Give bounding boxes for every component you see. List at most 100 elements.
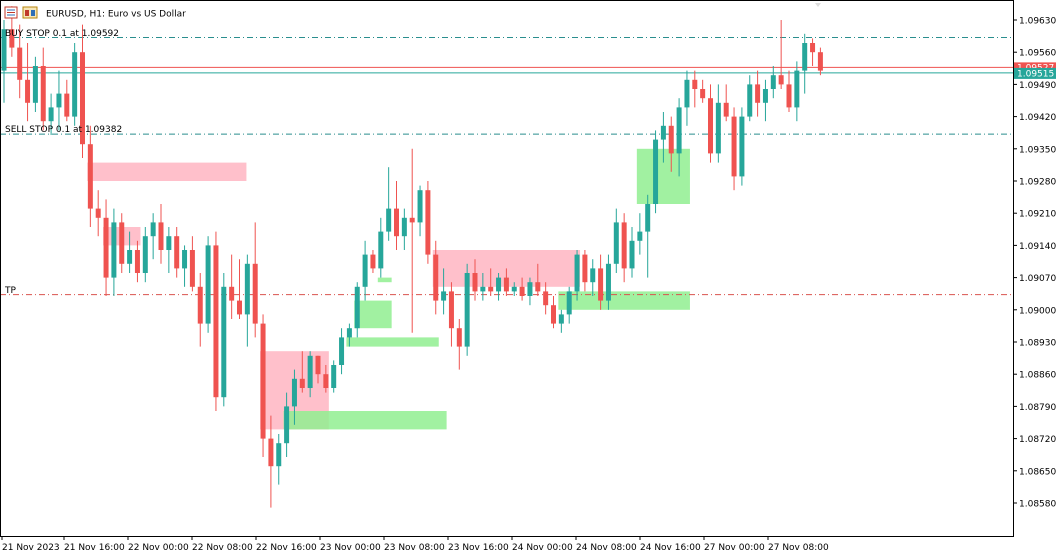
- chart-menu-icon[interactable]: [4, 6, 18, 19]
- time-tick-label: 24 Nov 16:00: [640, 543, 701, 553]
- candle: [762, 79, 768, 122]
- candle-body: [480, 286, 486, 292]
- candle: [276, 434, 282, 485]
- candle: [668, 116, 674, 172]
- candle: [197, 273, 203, 347]
- candle: [700, 79, 706, 103]
- candle: [150, 213, 156, 260]
- candle-body: [354, 286, 360, 329]
- candle: [566, 286, 572, 324]
- candle-body: [244, 263, 250, 315]
- candle-body: [315, 355, 321, 375]
- candle: [378, 217, 384, 278]
- candle-body: [80, 52, 85, 145]
- candle: [48, 93, 54, 135]
- candle-body: [417, 190, 423, 223]
- price-tick-label: 1.09350: [1019, 145, 1056, 155]
- candle-body: [629, 240, 635, 269]
- candle: [464, 263, 470, 356]
- candle: [95, 190, 101, 237]
- candle-body: [119, 222, 125, 264]
- candle-body: [142, 236, 148, 273]
- candle-body: [770, 75, 776, 89]
- candle: [1, 20, 7, 103]
- candle: [32, 56, 38, 112]
- candle: [708, 84, 713, 163]
- window-icon[interactable]: [22, 6, 38, 19]
- candle-body: [182, 250, 188, 269]
- candle-body: [394, 208, 399, 237]
- ask-tag-background: [1014, 62, 1056, 73]
- candle-body: [370, 254, 376, 269]
- candle: [213, 231, 219, 411]
- candle-body: [762, 89, 768, 103]
- candle: [252, 222, 258, 338]
- demand-zone: [283, 411, 447, 430]
- bid-price-tag: 1.09515: [1014, 67, 1056, 79]
- candle-body: [87, 144, 93, 209]
- candle-body: [676, 107, 682, 154]
- candle-body: [590, 268, 596, 283]
- candle-body: [708, 98, 713, 154]
- candle: [354, 282, 360, 338]
- candle: [755, 70, 761, 117]
- time-tick-label: 27 Nov 00:00: [704, 543, 765, 553]
- candle-body: [103, 217, 109, 278]
- chart-shift-marker-icon[interactable]: [815, 3, 821, 7]
- candle-body: [362, 254, 368, 287]
- candle: [72, 43, 78, 126]
- candle-body: [237, 300, 242, 315]
- candle-body: [72, 52, 78, 117]
- candle-body: [276, 443, 282, 467]
- candle-body: [221, 286, 227, 398]
- candle-body: [448, 291, 454, 329]
- candle-body: [386, 208, 392, 232]
- candle-body: [660, 125, 666, 140]
- time-tick-label: 24 Nov 08:00: [576, 543, 637, 553]
- candle: [260, 314, 266, 457]
- candle-body: [739, 116, 745, 177]
- candle: [370, 250, 376, 273]
- chart-header: EURUSD, H1: Euro vs US Dollar: [4, 6, 186, 20]
- candle: [56, 70, 62, 131]
- time-tick-label: 22 Nov 08:00: [192, 543, 253, 553]
- candle: [739, 107, 745, 186]
- candle-body: [331, 365, 337, 388]
- candle-body: [197, 286, 203, 324]
- candle-body: [111, 222, 117, 278]
- candle: [103, 199, 109, 296]
- demand-zone: [346, 337, 439, 347]
- price-tick-label: 1.08930: [1019, 339, 1056, 349]
- candle: [519, 277, 525, 301]
- candle: [637, 213, 643, 255]
- candle: [582, 250, 588, 292]
- candle: [692, 70, 698, 108]
- candle: [64, 79, 70, 122]
- candle-body: [409, 217, 415, 223]
- price-tick-label: 1.08580: [1019, 500, 1056, 510]
- candle-body: [558, 314, 564, 324]
- candle: [87, 125, 93, 227]
- candle: [496, 273, 502, 301]
- candle: [653, 130, 659, 214]
- levels-layer: [0, 36, 1013, 296]
- candle-body: [433, 254, 439, 301]
- candle-body: [464, 273, 470, 347]
- time-tick-label: 23 Nov 08:00: [384, 543, 445, 553]
- candle-body: [731, 116, 737, 177]
- candle-body: [284, 406, 290, 444]
- candle-body: [323, 374, 329, 388]
- candle-body: [40, 66, 46, 122]
- candle: [158, 204, 164, 264]
- candle-body: [598, 268, 604, 301]
- price-tick-label: 1.09490: [1019, 81, 1056, 91]
- demand-zone: [354, 300, 392, 329]
- candle: [189, 236, 195, 292]
- candle-body: [213, 245, 219, 398]
- candle-body: [582, 254, 588, 283]
- candle-body: [496, 277, 502, 292]
- candle-body: [260, 323, 266, 439]
- candle: [229, 254, 235, 319]
- candle-body: [668, 125, 674, 154]
